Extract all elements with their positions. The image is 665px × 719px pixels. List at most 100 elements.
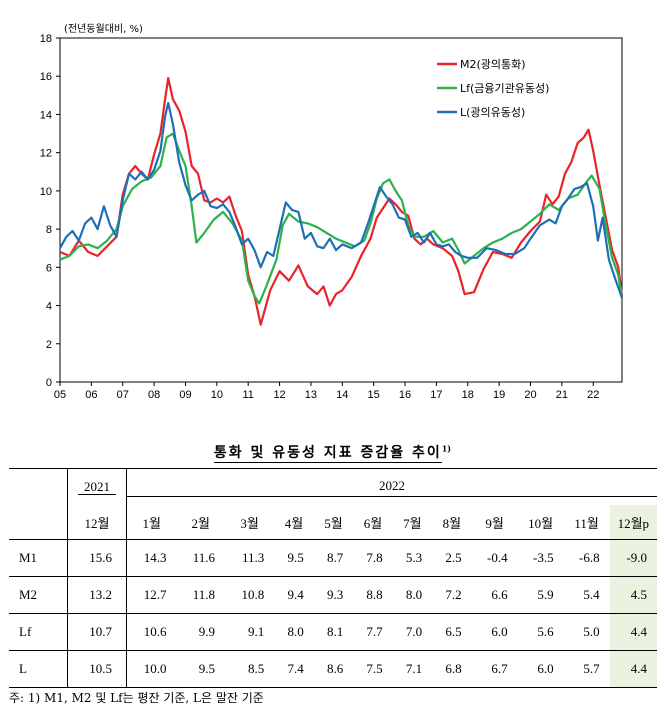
legend: M2(광의통화) Lf(금융기관유동성) L(광의유동성) [437,58,549,119]
month-header: 1월 [126,505,177,540]
series-line [59,132,624,305]
x-tick-label: 09 [179,389,191,401]
table-cell: -9.0 [609,539,657,577]
x-tick-label: 08 [148,389,160,401]
month-header: 12월p [609,505,657,540]
table-cell: 10.0 [126,650,177,688]
y-tick-label: 16 [40,71,52,83]
table-cell: 7.7 [353,613,393,651]
y-axis-ticks: 0 2 4 6 8 10 12 14 16 18 [40,33,60,389]
series-line [59,101,624,299]
x-tick-label: 06 [85,389,97,401]
row-label: M1 [9,539,68,577]
legend-entry: Lf(금융기관유동성) [460,82,549,95]
table-cell: 9.9 [176,613,226,651]
x-tick-label: 10 [211,389,223,401]
header-corner [9,468,68,505]
x-tick-label: 14 [336,389,348,401]
table-cell: 4.5 [609,576,657,614]
table-cell: 7.4 [274,650,314,688]
x-tick-label: 11 [242,389,253,401]
table-cell: 5.9 [517,576,564,614]
month-header: 9월 [471,505,518,540]
chart-axes [59,37,623,383]
month-header: 8월 [432,505,472,540]
table-cell: 10.8 [225,576,275,614]
month-header: 5월 [313,505,354,540]
month-header: 4월 [274,505,314,540]
header-year-2022: 2022 [126,468,657,505]
table-cell: 6.5 [432,613,472,651]
table-cell: 11.3 [225,539,275,577]
table-cell: 4.4 [609,650,657,688]
table-title: 통화 및 유동성 지표 증감율 추이1) [0,442,665,463]
table-cell: 10.7 [67,613,127,651]
table-row: M1 15.6 14.3 11.6 11.3 9.5 8.7 7.8 5.3 2.5 -0.4 -3.… [9,539,657,577]
x-tick-label: 13 [305,389,317,401]
table-cell: 7.0 [392,613,433,651]
plot-frame [59,37,623,383]
table-cell: 8.6 [313,650,354,688]
table-cell: 2.5 [432,539,472,577]
y-tick-label: 12 [40,148,52,160]
table-cell: 7.2 [432,576,472,614]
row-label: L [9,650,68,688]
month-header: 3월 [225,505,275,540]
y-tick-label: 4 [46,301,52,313]
table-cell: 5.3 [392,539,433,577]
table-cell: 9.5 [176,650,226,688]
table-cell: 8.8 [353,576,393,614]
x-tick-label: 21 [556,389,568,401]
table-cell: 11.6 [176,539,226,577]
x-tick-label: 20 [524,389,536,401]
x-tick-label: 07 [117,389,129,401]
y-tick-label: 8 [46,224,52,236]
table-row: Lf 10.7 10.6 9.9 9.1 8.0 8.1 7.7 7.0 6.5 6.0 5.6 5.0… [9,613,657,651]
footnote: 주: 1) M1, M2 및 Lf는 평잔 기준, L은 말잔 기준 [9,691,264,705]
row-label: M2 [9,576,68,614]
month-header: 6월 [353,505,393,540]
row-label: Lf [9,613,68,651]
month-header: 10월 [517,505,564,540]
table-cell: 8.0 [274,613,314,651]
x-tick-label: 12 [273,389,285,401]
table-cell: 10.6 [126,613,177,651]
y-tick-label: 6 [46,262,52,274]
table-cell: -6.8 [563,539,610,577]
month-header: 2월 [176,505,226,540]
table-cell: 5.4 [563,576,610,614]
y-tick-label: 10 [40,186,52,198]
table-cell: 15.6 [67,539,127,577]
table-row: L 10.5 10.0 9.5 8.5 7.4 8.6 7.5 7.1 6.8 6.7 6.0 5.7 4… [9,650,657,688]
table-cell: 13.2 [67,576,127,614]
table-cell: 7.1 [392,650,433,688]
series-lines [59,77,624,326]
table-cell: 14.3 [126,539,177,577]
growth-rate-table: 2021 2022 12월 1월 2월 3월 4월 5월 6월 7월 8월 9월 10월 11월 12월p M… [9,468,657,688]
table-cell: 8.7 [313,539,354,577]
line-chart: (전년동월대비, %) 0 2 4 6 8 10 12 14 16 18 05 06 07 08 09 10… [40,23,624,401]
table-cell: 7.8 [353,539,393,577]
table-title-text: 통화 및 유동성 지표 증감율 추이 [213,445,442,463]
series-line [59,77,624,326]
table-cell: 4.4 [609,613,657,651]
table-header-year-row: 2021 2022 [9,468,657,505]
table-cell: 6.0 [517,650,564,688]
table-cell: 9.5 [274,539,314,577]
header-year-2021: 2021 [67,468,127,505]
table-cell: 6.8 [432,650,472,688]
table-header-month-row: 12월 1월 2월 3월 4월 5월 6월 7월 8월 9월 10월 11월 12월p [9,505,657,540]
year-2021-label: 2021 [78,479,116,495]
table-title-note: 1) [441,443,452,454]
table-cell: 9.1 [225,613,275,651]
table-cell: 8.0 [392,576,433,614]
legend-entry: M2(광의통화) [460,58,526,71]
x-tick-label: 16 [399,389,411,401]
table-cell: 8.1 [313,613,354,651]
y-tick-label: 14 [40,109,52,121]
table-cell: 10.5 [67,650,127,688]
table-cell: -3.5 [517,539,564,577]
x-tick-label: 22 [587,389,599,401]
table-row: M2 13.2 12.7 11.8 10.8 9.4 9.3 8.8 8.0 7.2 6.6 5.9 5… [9,576,657,614]
x-tick-label: 15 [368,389,380,401]
